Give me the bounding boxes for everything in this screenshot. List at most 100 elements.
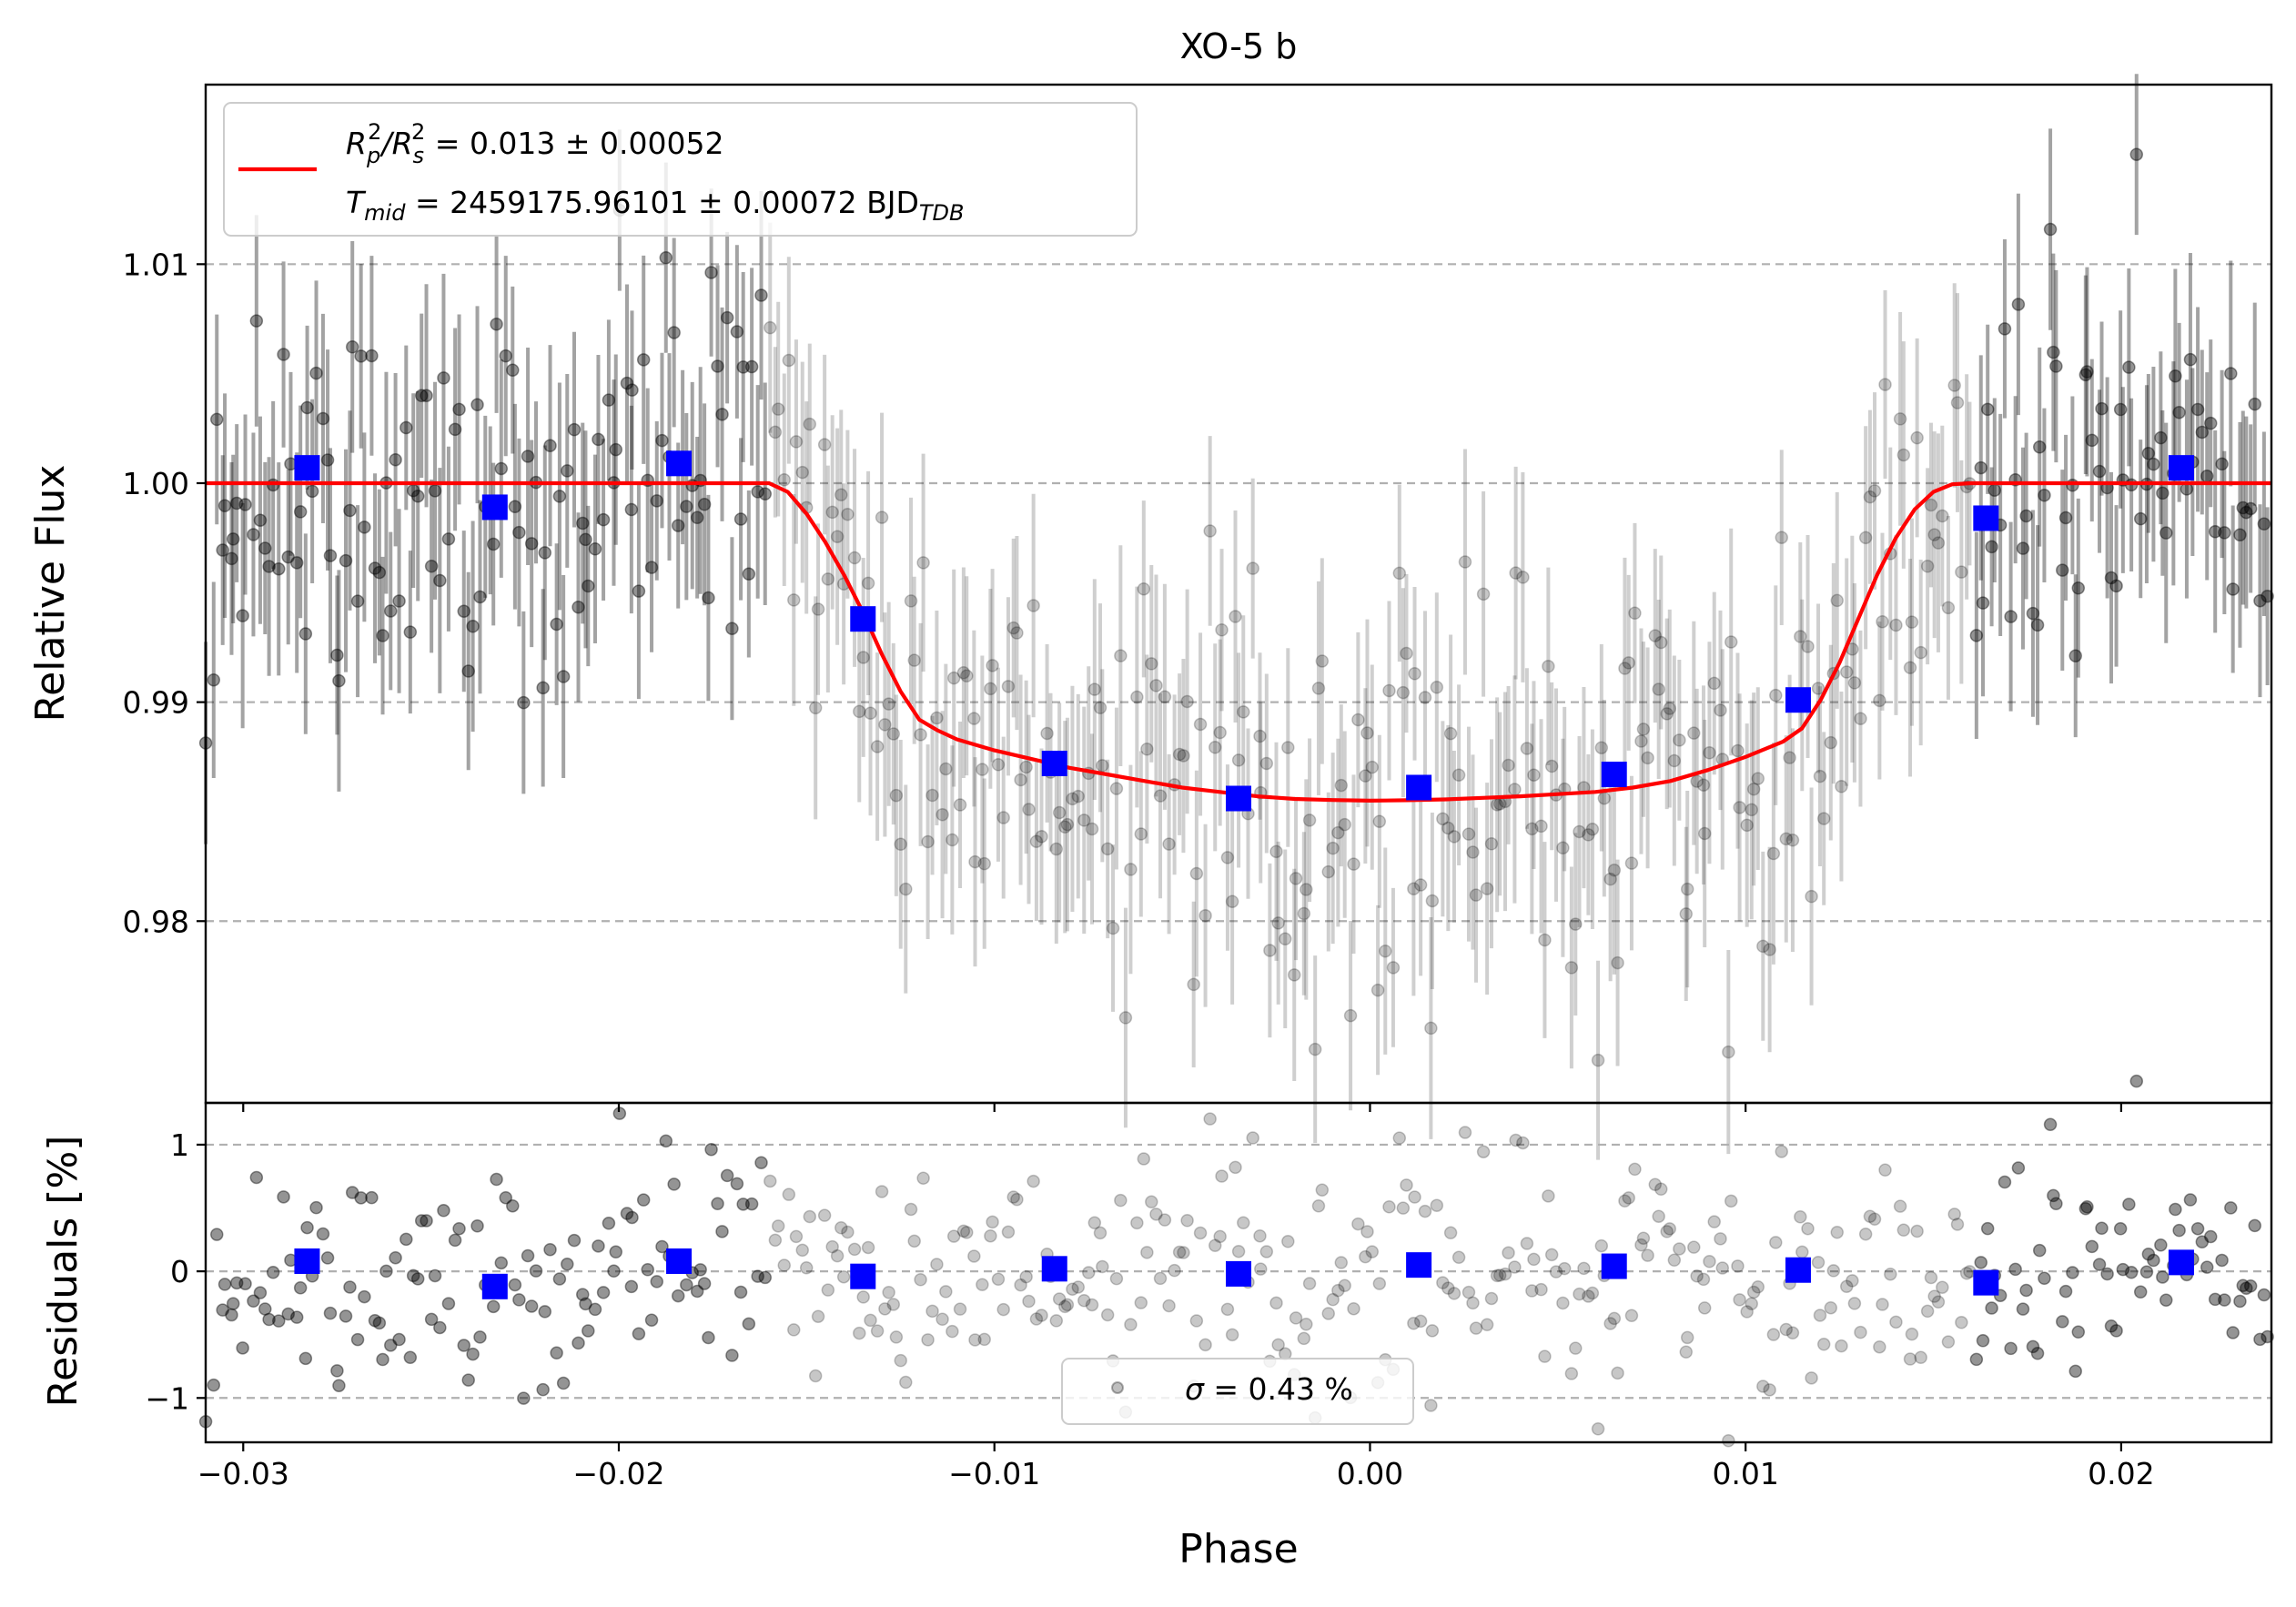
data-point: [1220, 851, 1235, 864]
residual-point: [1253, 1228, 1267, 1243]
data-point: [768, 425, 783, 440]
residual-point: [953, 1302, 967, 1316]
residual-point: [1027, 1174, 1040, 1188]
residual-point: [1775, 1145, 1788, 1158]
data-point: [659, 250, 673, 265]
data-point: [697, 498, 712, 511]
residual-point: [1484, 1291, 1499, 1306]
residual-y-ticks: −1 0 1: [145, 1127, 206, 1416]
binned-residual-point: [850, 1263, 876, 1289]
data-point: [1287, 968, 1301, 982]
residual-point: [1321, 1307, 1336, 1320]
residual-point: [1334, 1256, 1349, 1269]
data-point: [2208, 524, 2222, 539]
residual-point: [655, 1239, 669, 1254]
residual-point: [1914, 1350, 1927, 1365]
residual-point: [1289, 1311, 1303, 1325]
data-point: [1634, 734, 1648, 748]
residual-point: [410, 1272, 425, 1286]
residual-point: [376, 1352, 389, 1367]
data-point: [1484, 837, 1499, 851]
residual-point: [607, 1264, 621, 1279]
residual-point: [795, 1243, 809, 1258]
data-point: [389, 452, 402, 467]
data-point: [2248, 397, 2261, 411]
data-point: [354, 349, 368, 363]
residual-point: [2030, 1347, 2045, 1360]
data-point: [521, 450, 535, 463]
residual-point: [1569, 1341, 1583, 1355]
residual-point: [281, 1307, 295, 1321]
main-legend: Rp2/Rs2 = 0.013 ± 0.00052 Tmid = 2459175…: [223, 102, 1138, 237]
data-point: [2049, 359, 2063, 373]
data-point: [764, 320, 777, 335]
residual-point: [1733, 1293, 1746, 1307]
residual-point: [289, 1310, 304, 1324]
data-point: [1889, 618, 1903, 632]
data-point: [1259, 756, 1274, 771]
data-point: [1027, 599, 1040, 612]
data-point: [1542, 660, 1555, 673]
residual-point: [693, 1263, 707, 1277]
residual-point: [870, 1324, 885, 1338]
data-point: [550, 617, 563, 632]
data-point: [2218, 526, 2231, 540]
residual-point: [339, 1309, 353, 1323]
data-point: [238, 498, 252, 511]
residual-point: [1149, 1208, 1163, 1221]
data-point: [1556, 841, 1570, 855]
data-point: [571, 600, 585, 614]
residual-legend-marker: [1111, 1381, 1124, 1394]
data-point: [461, 664, 475, 678]
data-point: [1208, 741, 1222, 754]
residual-point: [1158, 1213, 1172, 1227]
residual-point: [2156, 1270, 2170, 1284]
data-point: [229, 496, 244, 510]
data-point: [830, 530, 845, 543]
residual-point: [1077, 1293, 1091, 1308]
residual-point: [946, 1324, 959, 1339]
residual-point: [1001, 1225, 1016, 1239]
residual-point: [1769, 1236, 1783, 1249]
residual-point: [777, 1258, 792, 1272]
data-point: [968, 854, 982, 869]
data-point: [1396, 685, 1411, 700]
data-point: [2233, 528, 2247, 542]
data-point: [1687, 726, 1701, 740]
residual-point: [1931, 1295, 1946, 1309]
data-point: [1785, 833, 1800, 847]
data-point: [625, 383, 639, 397]
data-point: [1516, 571, 1530, 584]
data-point: [281, 550, 295, 564]
residual-y-tick-label: −1: [145, 1380, 189, 1416]
x-tick-label: 0.00: [1337, 1456, 1403, 1491]
residual-point: [1950, 1218, 1965, 1231]
residual-point: [567, 1233, 582, 1248]
data-point: [1950, 396, 1965, 409]
residual-point: [576, 1288, 590, 1301]
data-point: [2016, 541, 2030, 555]
data-point: [667, 326, 681, 339]
chart-title: XO-5 b: [1180, 26, 1298, 66]
data-point: [956, 665, 971, 680]
data-point: [1451, 768, 1466, 782]
data-point: [2068, 649, 2082, 662]
data-point: [2019, 509, 2033, 523]
residual-point: [1740, 1305, 1754, 1319]
residual-point: [1413, 1314, 1428, 1329]
residuals-panel: −1 0 1 −0.03 −0.02 −0.01 0.00 0.01 0.02 σ = 0.4…: [40, 1074, 2274, 1572]
residual-point: [2154, 1238, 2168, 1252]
residual-point: [1271, 1338, 1285, 1352]
residual-point: [803, 1209, 817, 1224]
data-point: [1998, 322, 2012, 336]
residual-point: [889, 1330, 904, 1344]
residual-point: [420, 1214, 433, 1228]
residual-point: [406, 1268, 420, 1283]
data-point: [690, 510, 704, 525]
residual-point: [1382, 1200, 1396, 1214]
residual-point: [991, 1272, 1006, 1286]
data-point: [1334, 778, 1349, 793]
data-point: [1607, 863, 1622, 877]
residual-point: [899, 1375, 913, 1390]
data-point: [1300, 883, 1313, 896]
